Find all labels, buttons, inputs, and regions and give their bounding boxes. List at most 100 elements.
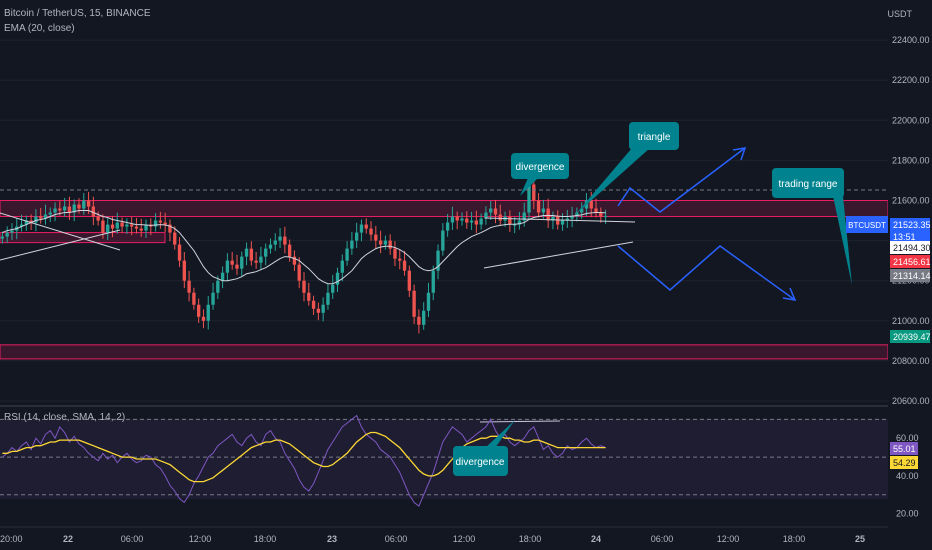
candle-body [560, 220, 565, 225]
candle-body [34, 216, 38, 223]
candle-body [96, 216, 100, 221]
candle-body [311, 300, 316, 309]
candle-body [211, 292, 215, 305]
candle-body [321, 304, 325, 313]
x-tick-label: 06:00 [121, 534, 144, 544]
candle-body [163, 222, 167, 225]
candle-body [398, 258, 402, 261]
projection-down-arrow [617, 245, 796, 301]
candle-body [5, 232, 9, 237]
rsi-ma-line [2, 431, 606, 483]
x-tick-label: 18:00 [519, 534, 542, 544]
y-tick-label: 21000.00 [892, 316, 930, 326]
x-tick-label: 23 [327, 534, 337, 544]
candle-body [532, 184, 536, 201]
price-badge-text: 21456.61 [893, 257, 931, 267]
rsi-band [0, 419, 888, 499]
candle-body [58, 208, 62, 211]
rsi-badge-text: 54.29 [893, 458, 916, 468]
candle-body [82, 200, 86, 209]
y-tick-label: 22000.00 [892, 115, 930, 125]
candle-body [465, 218, 469, 223]
candle-body [369, 228, 373, 235]
candle-body [445, 222, 450, 231]
candle-body [287, 244, 292, 257]
callout-triangle[interactable]: triangle [575, 122, 679, 215]
rsi-indicator-label[interactable]: RSI (14, close, SMA, 14, 2) [4, 412, 126, 423]
time-axis[interactable]: 20:00 22 06:00 12:00 18:00 23 06:00 12:00 18:00 2… [0, 526, 888, 544]
candle-body [244, 248, 249, 257]
candle-body [230, 260, 234, 265]
y-tick-label: 21800.00 [892, 155, 930, 165]
candle-body [134, 226, 139, 229]
triangle-upper-line [484, 217, 636, 223]
rsi-tick-label: 60.00 [896, 433, 919, 443]
candle-body [77, 204, 81, 209]
rsi-badge [890, 456, 918, 469]
candlesticks [0, 178, 608, 334]
callout-pointer [833, 196, 852, 285]
candle-body [450, 216, 455, 223]
x-tick-label: 18:00 [783, 534, 806, 544]
candle-body [474, 220, 479, 225]
candle-body [493, 208, 498, 215]
candle-body [206, 304, 210, 321]
callout-text: triangle [638, 132, 671, 143]
candle-body [53, 208, 57, 213]
symbol-title[interactable]: Bitcoin / TetherUS, 15, BINANCE [4, 8, 151, 19]
callout-divergence-price[interactable]: divergence [511, 153, 569, 196]
candle-body [455, 216, 459, 221]
candle-body [220, 272, 225, 281]
price-badge-text: 20939.47 [893, 332, 931, 342]
callout-trading-range[interactable]: trading range [772, 168, 852, 285]
projection-up-arrowhead [732, 147, 747, 161]
candle-body [565, 218, 569, 221]
candle-body [249, 248, 254, 261]
candle-body [383, 240, 388, 245]
x-tick-label: 22 [63, 534, 73, 544]
candle-body [407, 270, 411, 291]
candle-body [479, 218, 483, 225]
ema-indicator-label[interactable]: EMA (20, close) [4, 23, 75, 34]
candle-body [541, 208, 546, 213]
candle-body [307, 292, 311, 301]
y-tick-label: 20800.00 [892, 356, 930, 366]
price-badge [890, 241, 930, 254]
candle-body [297, 264, 301, 281]
candle-body [484, 212, 488, 219]
x-tick-label: 06:00 [385, 534, 408, 544]
candle-body [589, 200, 593, 209]
candle-body [187, 280, 191, 293]
candle-body [378, 240, 383, 245]
candle-body [86, 200, 91, 207]
candle-body [551, 216, 555, 221]
candle-body [115, 222, 119, 229]
candle-body [29, 220, 33, 223]
candle-body [39, 216, 43, 219]
candle-body [326, 292, 330, 305]
candle-body [144, 224, 148, 231]
callout-pointer [520, 178, 538, 196]
candle-body [417, 316, 421, 325]
badge-symbol [846, 216, 888, 233]
candle-body [168, 224, 172, 233]
x-tick-label: 24 [591, 534, 601, 544]
candle-body [536, 200, 541, 213]
candle-body [345, 248, 349, 261]
projection-up-arrow [617, 147, 746, 213]
candle-body [91, 206, 96, 217]
candle-body [374, 234, 378, 241]
candle-body [354, 232, 359, 241]
candle-body [173, 232, 177, 245]
left-triangle-upper [0, 212, 121, 251]
candle-body [556, 216, 560, 225]
callout-text: divergence [456, 457, 505, 468]
callout-divergence-rsi[interactable]: divergence [453, 420, 515, 476]
zone-support-left [0, 232, 166, 244]
currency-label: USDT [887, 9, 913, 19]
candle-body [139, 228, 143, 231]
candle-body [441, 230, 445, 251]
candle-body [43, 214, 48, 219]
